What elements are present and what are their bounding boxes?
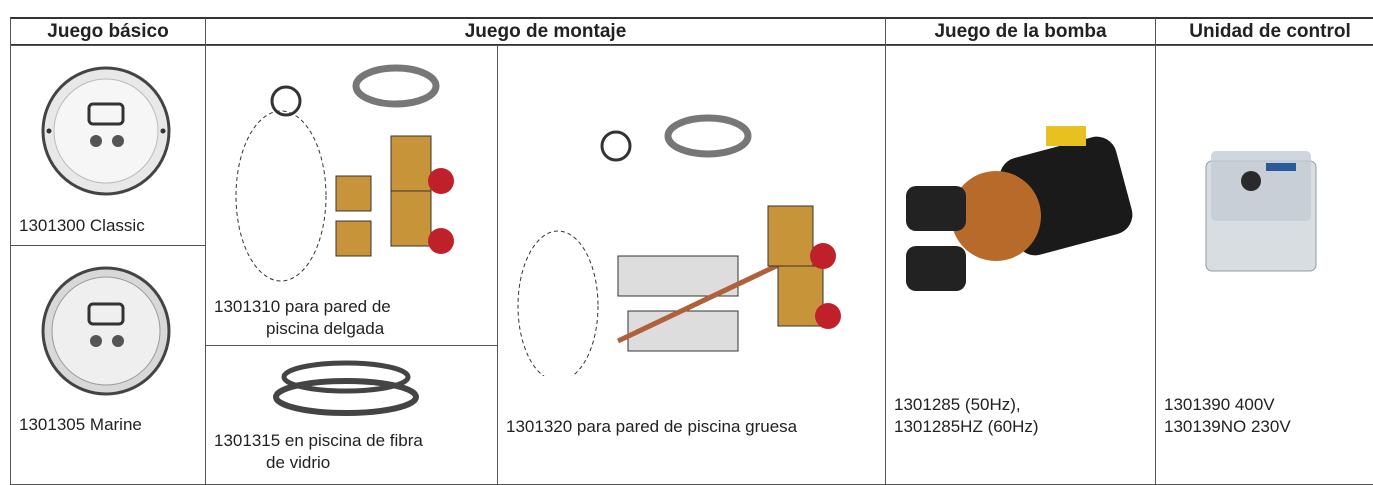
caption-line: 1301300 Classic bbox=[19, 216, 145, 235]
caption: 1301320 para pared de piscina gruesa bbox=[506, 416, 797, 438]
caption-line: 1301390 400V bbox=[1164, 395, 1275, 414]
header: Unidad de control bbox=[1189, 20, 1351, 42]
cell: 1301390 400V 130139NO 230V bbox=[1155, 45, 1373, 485]
caption-line: de vidrio bbox=[266, 453, 331, 472]
header: Juego de montaje bbox=[464, 20, 627, 42]
product-image bbox=[41, 266, 171, 396]
caption: 1301285 (50Hz), 1301285HZ (60Hz) bbox=[894, 394, 1039, 438]
caption: 1301315 en piscina de fibra de vidrio bbox=[214, 430, 423, 474]
caption-line: 130139NO 230V bbox=[1164, 417, 1291, 436]
cell: 1301310 para pared de piscina delgada bbox=[205, 45, 498, 346]
product-image bbox=[517, 114, 841, 376]
caption: 1301390 400V 130139NO 230V bbox=[1164, 394, 1291, 438]
caption: 1301310 para pared de piscina delgada bbox=[214, 296, 391, 340]
product-image bbox=[273, 360, 419, 416]
cell: 1301300 Classic bbox=[10, 45, 206, 246]
header-cell: Juego de la bomba bbox=[885, 17, 1156, 46]
caption-line: 1301315 en piscina de fibra bbox=[214, 431, 423, 450]
product-image bbox=[41, 66, 171, 196]
product-image bbox=[235, 64, 454, 282]
header-cell: Unidad de control bbox=[1155, 17, 1373, 46]
product-image bbox=[906, 126, 1133, 291]
product-image bbox=[1205, 151, 1317, 272]
header-cell: Juego básico bbox=[10, 17, 206, 46]
caption-line: 1301310 para pared de bbox=[214, 297, 391, 316]
caption: 1301305 Marine bbox=[19, 414, 142, 436]
header: Juego básico bbox=[47, 20, 169, 42]
cell: 1301305 Marine bbox=[10, 245, 206, 485]
caption-line: 1301285HZ (60Hz) bbox=[894, 417, 1039, 436]
caption-line: 1301320 para pared de piscina gruesa bbox=[506, 417, 798, 436]
caption: 1301300 Classic bbox=[19, 215, 145, 237]
caption-line: 1301305 Marine bbox=[19, 415, 142, 434]
caption-line: 1301285 (50Hz), bbox=[894, 395, 1021, 414]
cell: 1301315 en piscina de fibra de vidrio bbox=[205, 345, 498, 485]
cell: 1301285 (50Hz), 1301285HZ (60Hz) bbox=[885, 45, 1156, 485]
header: Juego de la bomba bbox=[934, 20, 1107, 42]
cell: 1301320 para pared de piscina gruesa bbox=[497, 45, 886, 485]
header-cell: Juego de montaje bbox=[205, 17, 886, 46]
caption-line: piscina delgada bbox=[266, 319, 385, 338]
